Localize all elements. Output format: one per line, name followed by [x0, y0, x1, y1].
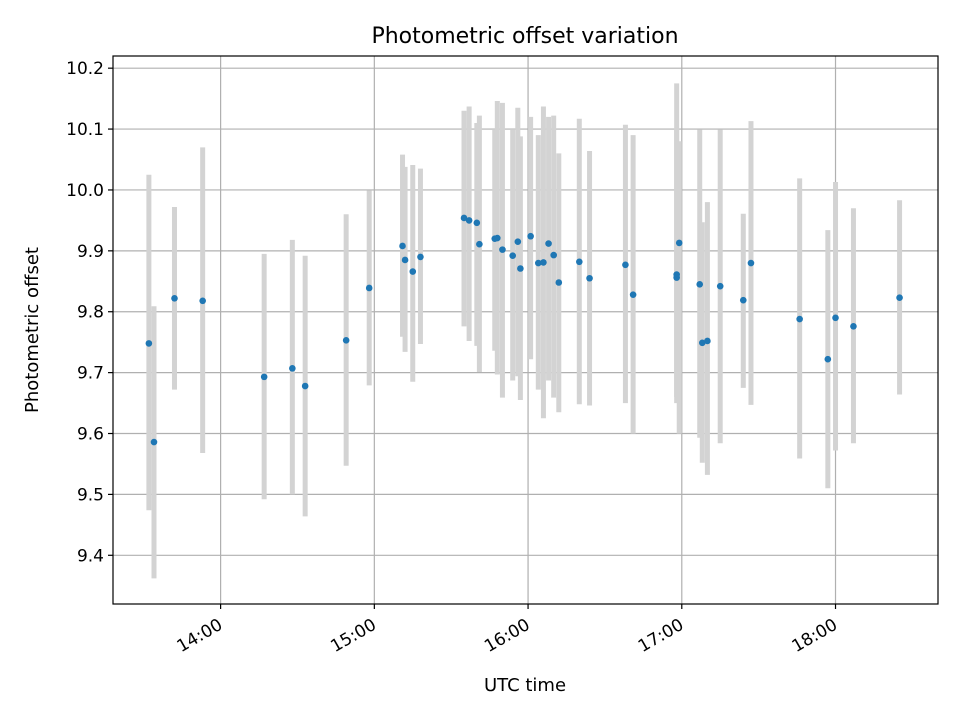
data-point	[150, 438, 158, 446]
data-point	[409, 268, 417, 275]
data-point	[673, 271, 680, 278]
y-tick-label: 10.1	[66, 120, 104, 140]
data-point	[796, 315, 803, 323]
data-point	[540, 259, 547, 266]
y-axis-label: Photometric offset	[22, 247, 43, 413]
data-point	[545, 240, 552, 247]
data-point	[499, 246, 506, 253]
data-point	[555, 279, 563, 286]
data-point	[824, 355, 832, 363]
data-point	[473, 219, 481, 227]
data-point	[342, 337, 350, 344]
y-tick-label: 9.7	[77, 364, 104, 384]
data-point	[698, 339, 706, 347]
data-point	[476, 240, 483, 248]
y-tick-label: 10.2	[66, 59, 104, 79]
data-point	[696, 281, 704, 288]
data-point	[550, 251, 557, 259]
data-point	[622, 261, 629, 269]
data-point	[301, 382, 309, 390]
data-point	[832, 314, 839, 322]
data-point	[494, 234, 501, 242]
y-tick-label: 9.6	[77, 425, 104, 445]
data-point	[401, 256, 409, 264]
data-point	[399, 242, 406, 250]
data-point	[199, 297, 206, 305]
data-point	[514, 238, 522, 246]
data-point	[289, 365, 296, 372]
data-point	[171, 295, 178, 302]
data-point	[527, 232, 534, 240]
plot-frame	[112, 55, 939, 605]
x-axis-label: UTC time	[484, 675, 566, 696]
data-point	[739, 296, 747, 304]
data-point	[747, 259, 755, 267]
point-layer	[145, 214, 903, 446]
data-point	[535, 259, 542, 267]
y-tick-label: 10.0	[66, 181, 104, 201]
y-tick-label: 9.5	[77, 485, 104, 505]
data-point	[704, 337, 711, 345]
chart-title: Photometric offset variation	[371, 24, 678, 49]
data-point	[586, 274, 593, 282]
data-point	[465, 217, 473, 224]
data-point	[517, 265, 524, 272]
data-point	[716, 282, 724, 290]
data-point	[417, 253, 424, 261]
data-point	[896, 294, 903, 302]
data-point	[675, 239, 683, 247]
y-tick-label: 9.4	[77, 546, 104, 566]
data-point	[365, 284, 373, 292]
data-point	[576, 258, 583, 266]
y-tick-label: 9.9	[77, 242, 104, 262]
y-tick-label: 9.8	[77, 303, 104, 323]
data-point	[629, 291, 637, 298]
data-point	[509, 252, 516, 260]
data-point	[850, 323, 857, 330]
data-point	[260, 373, 268, 381]
data-point	[460, 214, 468, 222]
data-point	[145, 340, 153, 347]
